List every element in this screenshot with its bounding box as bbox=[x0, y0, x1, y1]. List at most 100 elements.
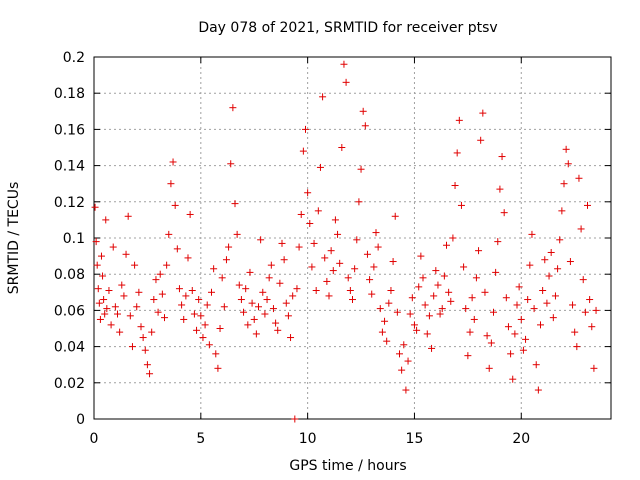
data-point bbox=[366, 276, 374, 284]
data-point bbox=[556, 236, 564, 244]
data-point bbox=[402, 386, 410, 394]
data-point bbox=[257, 236, 265, 244]
data-point bbox=[575, 174, 583, 182]
data-point bbox=[353, 236, 361, 244]
data-point bbox=[250, 315, 258, 323]
data-point bbox=[398, 366, 406, 374]
data-point bbox=[507, 350, 515, 358]
data-point bbox=[443, 241, 450, 249]
data-point bbox=[184, 254, 192, 262]
data-point bbox=[133, 303, 141, 311]
data-point bbox=[566, 258, 574, 266]
data-point bbox=[143, 361, 151, 369]
data-point bbox=[470, 315, 478, 323]
data-point bbox=[500, 209, 508, 217]
data-point bbox=[483, 332, 491, 340]
data-point bbox=[564, 160, 572, 168]
data-point bbox=[419, 274, 427, 282]
data-point bbox=[513, 301, 521, 309]
data-point bbox=[225, 243, 233, 251]
data-point bbox=[515, 283, 523, 291]
data-point bbox=[396, 350, 403, 358]
data-point bbox=[229, 104, 237, 112]
data-point bbox=[109, 243, 117, 251]
data-point bbox=[475, 247, 483, 255]
data-point bbox=[400, 341, 408, 349]
y-tick-label: 0.12 bbox=[54, 195, 85, 211]
data-point bbox=[274, 326, 282, 334]
data-point bbox=[252, 330, 260, 338]
data-point bbox=[404, 357, 412, 365]
data-point bbox=[107, 321, 115, 329]
data-point bbox=[579, 276, 587, 284]
data-point bbox=[135, 288, 143, 296]
y-tick-label: 0.1 bbox=[63, 231, 85, 247]
data-point bbox=[237, 296, 245, 304]
data-point bbox=[259, 288, 267, 296]
data-point bbox=[186, 210, 194, 218]
data-point bbox=[492, 268, 500, 276]
x-tick-label: 10 bbox=[299, 431, 317, 447]
data-point bbox=[351, 265, 359, 273]
data-point bbox=[302, 125, 309, 133]
data-point bbox=[425, 312, 433, 320]
data-point bbox=[312, 286, 320, 294]
data-point bbox=[175, 285, 183, 293]
data-point bbox=[376, 305, 384, 313]
data-point bbox=[319, 93, 327, 101]
data-point bbox=[293, 285, 301, 293]
data-point bbox=[543, 299, 551, 307]
data-point bbox=[165, 230, 173, 238]
data-point bbox=[212, 350, 220, 358]
data-point bbox=[387, 286, 395, 294]
data-point bbox=[137, 323, 145, 331]
data-point bbox=[299, 147, 307, 155]
data-point bbox=[385, 299, 393, 307]
data-point bbox=[547, 248, 555, 256]
data-point bbox=[222, 256, 230, 264]
data-point bbox=[95, 299, 103, 307]
data-point bbox=[410, 321, 418, 329]
data-point bbox=[210, 265, 218, 273]
data-point bbox=[455, 116, 463, 124]
data-point bbox=[462, 305, 470, 313]
data-point bbox=[242, 285, 250, 293]
y-tick-label: 0.2 bbox=[63, 50, 85, 66]
data-point bbox=[530, 305, 538, 313]
data-point bbox=[551, 292, 559, 300]
data-point bbox=[244, 321, 252, 329]
data-point bbox=[201, 321, 209, 329]
data-point bbox=[537, 321, 544, 329]
data-point bbox=[173, 245, 181, 253]
data-point bbox=[519, 346, 527, 354]
data-point bbox=[413, 326, 421, 334]
data-point bbox=[592, 306, 600, 314]
data-point bbox=[466, 328, 474, 336]
data-point bbox=[468, 294, 476, 302]
data-point bbox=[541, 256, 549, 264]
data-point bbox=[141, 346, 149, 354]
data-point bbox=[261, 310, 269, 318]
y-tick-label: 0.18 bbox=[54, 86, 85, 102]
data-point bbox=[327, 247, 335, 255]
data-point bbox=[235, 281, 243, 289]
data-point bbox=[496, 185, 504, 193]
data-point bbox=[449, 234, 457, 242]
data-point bbox=[163, 261, 171, 269]
x-tick-label: 0 bbox=[90, 431, 99, 447]
chart-title: Day 078 of 2021, SRMTID for receiver pts… bbox=[198, 20, 497, 36]
data-point bbox=[346, 286, 354, 294]
data-point bbox=[451, 182, 459, 190]
data-point bbox=[297, 210, 305, 218]
data-point bbox=[502, 294, 510, 302]
data-point bbox=[102, 216, 110, 224]
y-tick-label: 0.16 bbox=[54, 122, 85, 138]
data-point bbox=[139, 334, 147, 342]
data-point bbox=[93, 261, 101, 269]
data-point bbox=[272, 319, 280, 327]
data-point bbox=[436, 310, 444, 318]
data-point bbox=[289, 292, 297, 300]
y-tick-label: 0.04 bbox=[54, 340, 85, 356]
data-point bbox=[314, 207, 322, 215]
data-point bbox=[263, 296, 271, 304]
